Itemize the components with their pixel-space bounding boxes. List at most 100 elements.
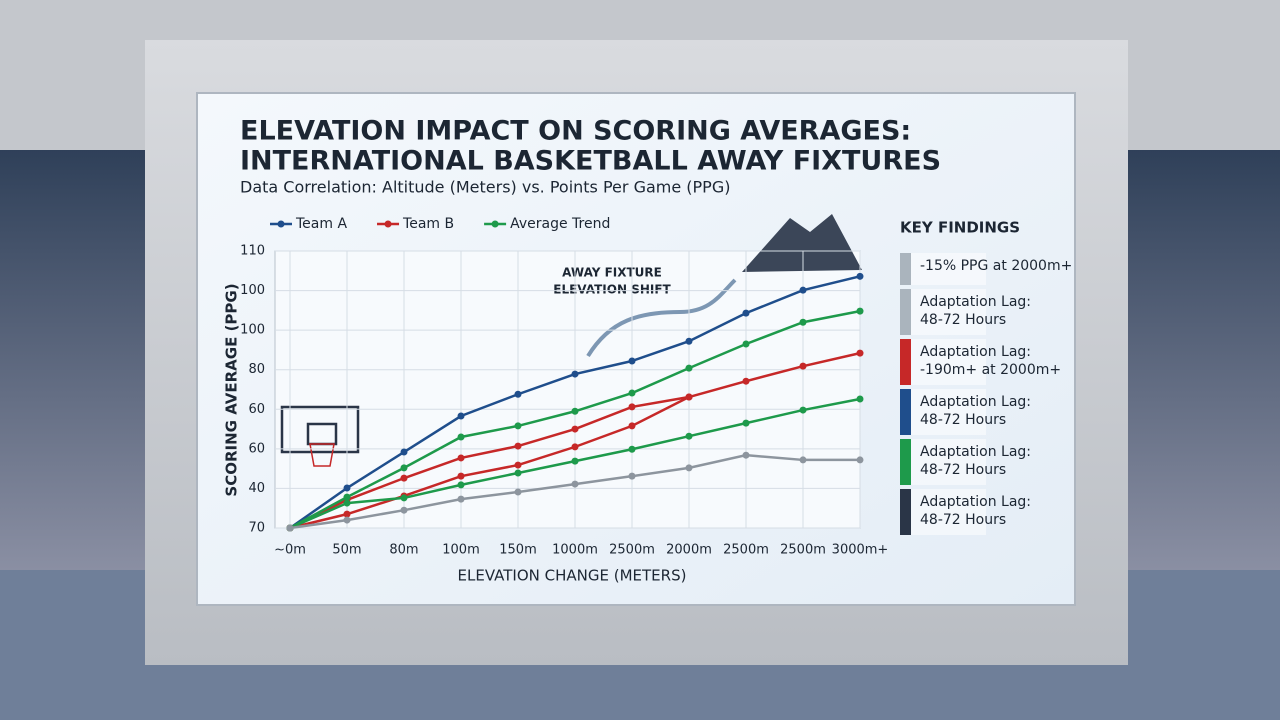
finding-bar (900, 439, 911, 485)
finding-text: -15% PPG at 2000m+ (920, 258, 1072, 274)
data-point (742, 451, 750, 459)
data-point (799, 406, 807, 414)
plot-area (274, 250, 861, 529)
hoop-net (309, 443, 335, 467)
data-point (457, 454, 465, 462)
data-point (457, 481, 465, 489)
chart-title: ELEVATION IMPACT ON SCORING AVERAGES: (240, 116, 911, 147)
finding-bar (900, 389, 911, 435)
finding-text: Adaptation Lag: (920, 444, 1031, 460)
data-point (571, 443, 579, 451)
data-point (343, 510, 351, 518)
finding-panel (900, 489, 986, 535)
data-point (343, 499, 351, 507)
finding-panel (900, 389, 986, 435)
data-point (457, 433, 465, 441)
data-point (400, 464, 408, 472)
data-point (400, 474, 408, 482)
window-left (0, 150, 145, 570)
data-point (742, 419, 750, 427)
data-point (571, 407, 579, 415)
data-point (343, 484, 351, 492)
data-point (514, 488, 522, 496)
data-point (799, 318, 807, 326)
data-point (457, 472, 465, 480)
y-tick-label: 60 (248, 402, 265, 417)
annotation: AWAY FIXTURE (562, 266, 662, 280)
data-point (628, 357, 636, 365)
legend-swatch (384, 220, 392, 228)
data-point (799, 456, 807, 464)
x-tick-label: 2500m (609, 543, 655, 558)
data-point (856, 456, 864, 464)
data-point (343, 493, 351, 501)
finding-bar (900, 253, 911, 285)
data-point (571, 457, 579, 465)
legend-label: Team A (295, 216, 347, 232)
data-point (742, 309, 750, 317)
finding-text: Adaptation Lag: (920, 394, 1031, 410)
x-tick-label: 100m (442, 543, 479, 558)
data-point (514, 422, 522, 430)
data-point (685, 364, 693, 372)
data-point (628, 403, 636, 411)
annotation-arrow (586, 278, 737, 358)
data-point (856, 349, 864, 357)
data-point (343, 516, 351, 524)
data-point (571, 480, 579, 488)
data-point (799, 286, 807, 294)
data-point (685, 464, 693, 472)
x-tick-label: 150m (499, 543, 536, 558)
x-tick-label: 2000m (666, 543, 712, 558)
y-tick-label: 40 (248, 481, 265, 496)
data-point (799, 362, 807, 370)
finding-text: Adaptation Lag: (920, 494, 1031, 510)
data-point (514, 469, 522, 477)
annotation: ELEVATION SHIFT (553, 283, 671, 297)
x-tick-label: 50m (332, 543, 361, 558)
series-line (289, 395, 690, 530)
x-axis-label: ELEVATION CHANGE (METERS) (458, 567, 687, 585)
data-point (685, 432, 693, 440)
finding-panel (900, 439, 986, 485)
y-tick-label: 80 (248, 362, 265, 377)
data-point (514, 390, 522, 398)
chart-title: INTERNATIONAL BASKETBALL AWAY FIXTURES (240, 146, 941, 177)
finding-text: 48-72 Hours (920, 462, 1006, 478)
data-point (400, 494, 408, 502)
key-findings-title: KEY FINDINGS (900, 219, 1020, 237)
finding-bar (900, 339, 911, 385)
data-point (400, 506, 408, 514)
data-point (457, 412, 465, 420)
data-point (742, 377, 750, 385)
data-point (514, 461, 522, 469)
legend-swatch (277, 220, 285, 228)
x-tick-label: ~0m (274, 543, 306, 558)
legend-label: Average Trend (510, 216, 610, 232)
finding-bar (900, 289, 911, 335)
finding-text: Adaptation Lag: (920, 344, 1031, 360)
data-point (628, 445, 636, 453)
finding-bar (900, 489, 911, 535)
data-point (571, 425, 579, 433)
data-point (856, 307, 864, 315)
finding-panel (900, 253, 986, 285)
data-point (514, 442, 522, 450)
y-tick-label: 100 (240, 323, 265, 338)
y-tick-label: 100 (240, 283, 265, 298)
y-tick-label: 70 (248, 521, 265, 536)
finding-text: Adaptation Lag: (920, 294, 1031, 310)
data-point (286, 524, 294, 532)
chart-subtitle: Data Correlation: Altitude (Meters) vs. … (240, 178, 730, 197)
data-point (742, 340, 750, 348)
data-point (628, 389, 636, 397)
x-tick-label: 3000m+ (832, 543, 889, 558)
x-tick-label: 80m (389, 543, 418, 558)
finding-panel (900, 339, 986, 385)
window-right (1128, 150, 1280, 570)
finding-text: 48-72 Hours (920, 412, 1006, 428)
x-tick-label: 2500m (780, 543, 826, 558)
data-point (457, 495, 465, 503)
data-point (400, 448, 408, 456)
